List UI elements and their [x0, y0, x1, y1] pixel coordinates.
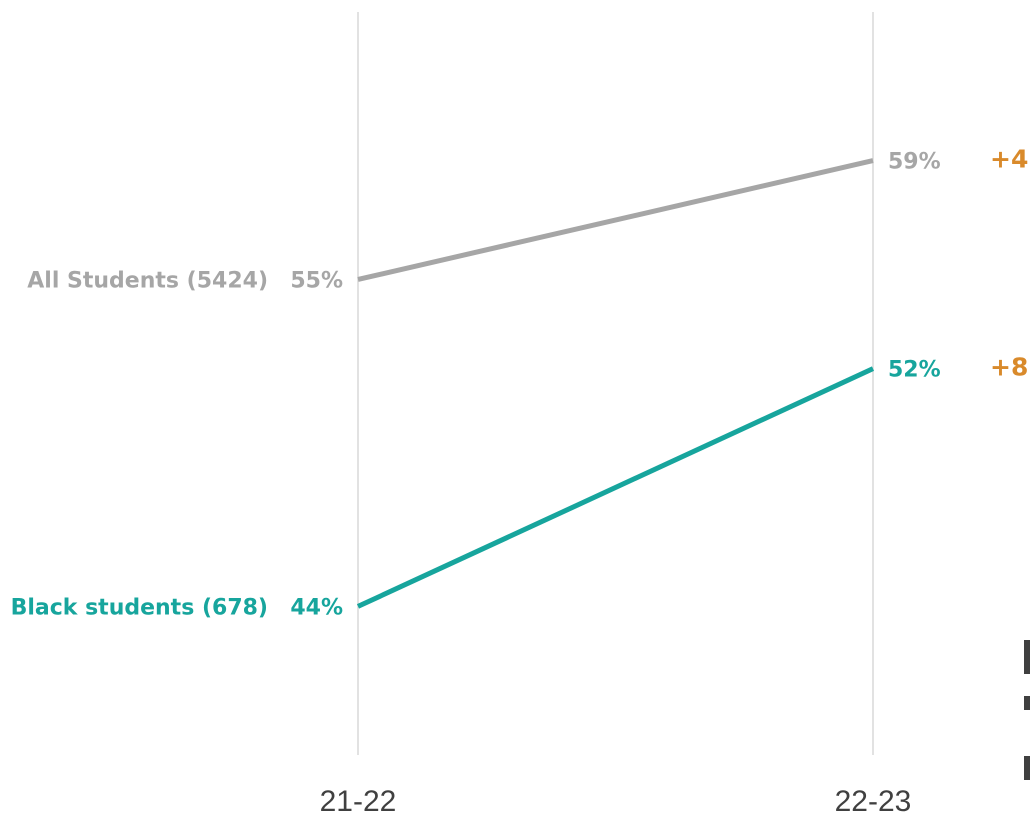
clipped-edge-mark: [1024, 640, 1030, 674]
data-label: 59%: [888, 150, 941, 175]
series-line-black-students: [356, 366, 875, 609]
data-label: 44%: [290, 595, 343, 620]
data-label: 52%: [888, 358, 941, 383]
change-label-all-students: +4: [990, 145, 1028, 174]
data-label: 55%: [290, 268, 343, 293]
x-tick-label: 22-23: [835, 785, 912, 815]
x-tick-label: 21-22: [320, 785, 397, 815]
clipped-edge-mark: [1024, 756, 1030, 780]
change-label-black-students: +8: [990, 353, 1028, 382]
clipped-edge-mark: [1024, 696, 1030, 710]
series-label-all-students: All Students (5424): [27, 268, 268, 293]
series-line-all-students: [357, 158, 874, 282]
series-label-black-students: Black students (678): [11, 595, 268, 620]
